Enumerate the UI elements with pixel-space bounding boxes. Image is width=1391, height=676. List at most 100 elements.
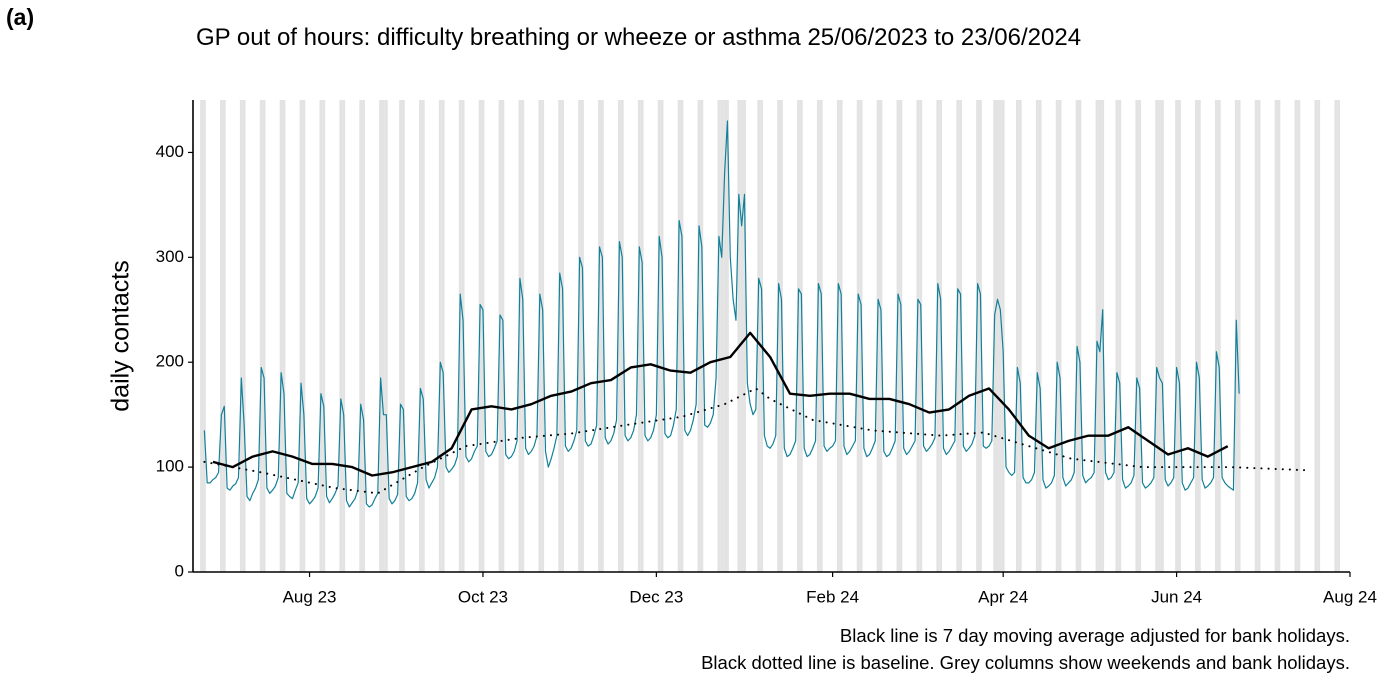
bank-holiday-column [743,100,746,572]
weekend-column [1254,100,1258,572]
weekend-column [222,100,226,572]
weekend-column [797,100,800,572]
weekend-column [421,100,425,572]
weekend-column [1035,100,1039,572]
chart-title: GP out of hours: difficulty breathing or… [196,24,1082,51]
weekend-column [777,100,781,572]
weekend-column [856,100,860,572]
weekend-column [660,100,664,572]
notes: Black line is 7 day moving average adjus… [701,622,1350,676]
weekend-column [578,100,582,572]
weekend-column [600,100,604,572]
weekend-column [359,100,363,572]
plot [203,120,1309,508]
weekend-column [458,100,462,572]
weekend-column [720,100,724,572]
y-tick-label: 100 [156,457,184,476]
y-tick-label: 200 [156,352,184,371]
weekend-column [581,100,584,572]
weekend-column [1158,100,1161,572]
note: Black dotted line is baseline. Grey colu… [701,652,1350,673]
weekend-column [657,100,661,572]
x-tick-label: Jun 24 [1151,587,1202,606]
weekend-column [259,100,263,572]
weekend-column [1314,100,1318,572]
weekend-column [518,100,522,572]
weekend-column [521,100,525,572]
weekend-column [382,100,385,572]
weekend-column [200,100,203,572]
weekend-column [998,100,1002,572]
x-tick-label: Aug 23 [283,587,337,606]
weekend-column [1237,100,1241,572]
weekend-column [279,100,283,572]
weekend-column [1337,100,1341,572]
weekend-column [996,100,999,572]
weekend-column [441,100,445,572]
x-tick-label: Aug 24 [1323,587,1377,606]
weekend-column [1178,100,1181,572]
weekend-column [640,100,644,572]
weekend-column [876,100,880,572]
weekend-column [677,100,681,572]
y-tick-label: 0 [175,561,184,580]
weekend-column [379,100,383,572]
x-tick-label: Oct 23 [458,587,508,606]
panel-label: (a) [6,4,35,30]
weekend-column [1135,100,1139,572]
weekend-column [617,100,621,572]
weekend-column [282,100,286,572]
weekend-column [839,100,843,572]
weekend-column [1155,100,1159,572]
weekend-column [1217,100,1221,572]
weekend-column [799,100,803,572]
weekend-column [202,100,206,572]
weekend-column [819,100,823,572]
weekend-column [399,100,402,572]
bank-holiday-column [1160,100,1164,572]
weekend-column [220,100,223,572]
weekend-column [1138,100,1142,572]
weekend-column [637,100,641,572]
weekend-column [760,100,763,572]
bank-holiday-column [1001,100,1005,572]
weekend-column [757,100,761,572]
note: Black line is 7 day moving average adjus… [839,625,1350,646]
weekend-column [1214,100,1218,572]
weekend-column [896,100,900,572]
weekend-column [299,100,303,572]
x-tick-label: Feb 24 [806,587,859,606]
weekend-column [939,100,943,572]
weekend-column [620,100,624,572]
weekend-column [919,100,923,572]
y-tick-label: 300 [156,247,184,266]
weekend-column [976,100,980,572]
weekend-column [1257,100,1261,572]
bank-holiday-column [726,100,729,572]
weekend-column [836,100,840,572]
y-tick-label: 400 [156,142,184,161]
weekend-column [319,100,323,572]
weekend-column [700,100,704,572]
weekend-column [1015,100,1019,572]
x-tick-label: Apr 24 [978,587,1028,606]
weekend-column [1277,100,1281,572]
weekend-column [1317,100,1321,572]
weekend-column [339,100,343,572]
weekend-column [780,100,783,572]
weekend-column [1118,100,1122,572]
weekend-column [956,100,960,572]
weekend-column [401,100,405,572]
weekend-column [1334,100,1338,572]
weekend-column [438,100,442,572]
weekend-column [1294,100,1298,572]
weekend-column [1038,100,1042,572]
weekend-column [1078,100,1082,572]
series-line [203,387,1309,495]
weekend-column [538,100,542,572]
weekend-column [1098,100,1102,572]
y-axis-label: daily contacts [107,260,135,411]
weekend-column [979,100,982,572]
